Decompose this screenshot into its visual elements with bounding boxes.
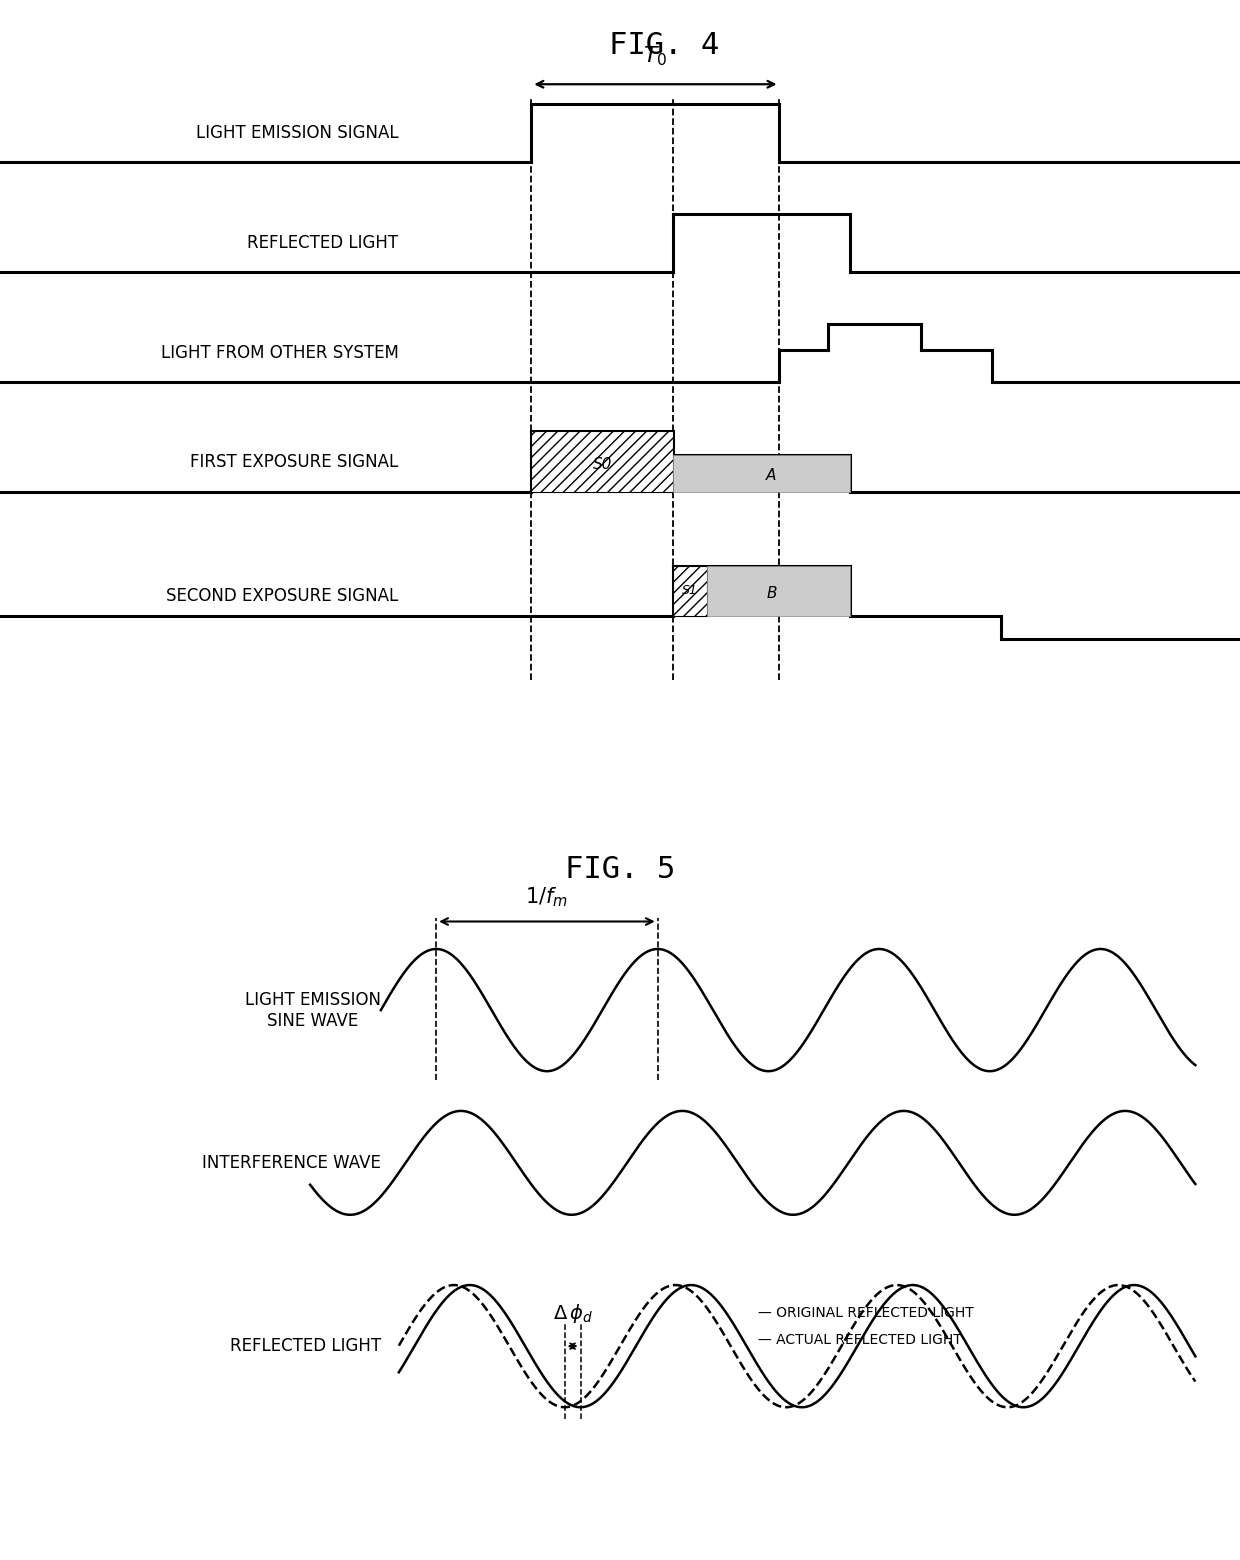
Text: REFLECTED LIGHT: REFLECTED LIGHT <box>248 234 398 253</box>
Text: FIG. 4: FIG. 4 <box>609 31 719 59</box>
Text: INTERFERENCE WAVE: INTERFERENCE WAVE <box>202 1154 381 1172</box>
Text: FIG. 5: FIG. 5 <box>565 855 675 885</box>
Text: A: A <box>765 468 776 484</box>
Text: REFLECTED LIGHT: REFLECTED LIGHT <box>229 1337 381 1356</box>
Text: LIGHT EMISSION SIGNAL: LIGHT EMISSION SIGNAL <box>196 123 398 142</box>
Text: B: B <box>766 587 776 601</box>
Bar <box>532 431 673 493</box>
Bar <box>707 566 851 616</box>
Text: — ORIGINAL REFLECTED LIGHT: — ORIGINAL REFLECTED LIGHT <box>758 1306 973 1320</box>
Text: — ACTUAL REFLECTED LIGHT: — ACTUAL REFLECTED LIGHT <box>758 1334 961 1346</box>
Bar <box>673 454 851 493</box>
Bar <box>673 566 707 616</box>
Text: S0: S0 <box>593 457 613 473</box>
Text: $T_0$: $T_0$ <box>644 44 667 69</box>
Text: $\Delta\,\phi_d$: $\Delta\,\phi_d$ <box>553 1301 593 1324</box>
Text: LIGHT FROM OTHER SYSTEM: LIGHT FROM OTHER SYSTEM <box>161 345 398 362</box>
Text: FIRST EXPOSURE SIGNAL: FIRST EXPOSURE SIGNAL <box>190 452 398 471</box>
Text: LIGHT EMISSION
SINE WAVE: LIGHT EMISSION SINE WAVE <box>244 991 381 1030</box>
Text: SECOND EXPOSURE SIGNAL: SECOND EXPOSURE SIGNAL <box>166 587 398 605</box>
Text: $1/f_m$: $1/f_m$ <box>526 886 568 909</box>
Text: S1: S1 <box>682 585 698 597</box>
